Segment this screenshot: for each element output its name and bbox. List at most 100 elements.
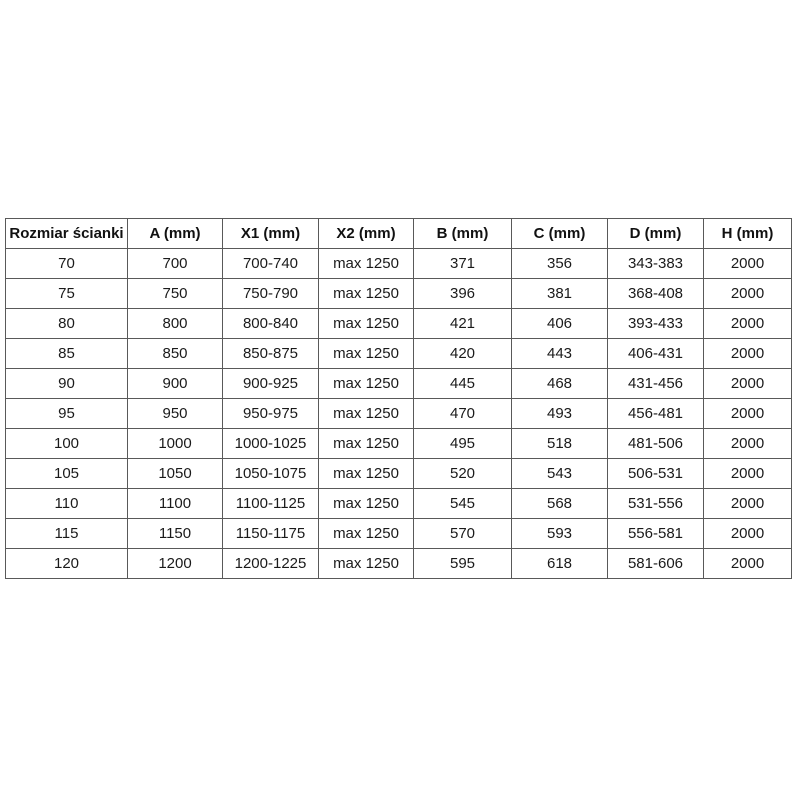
table-cell: 800-840 xyxy=(222,308,319,339)
table-cell: 356 xyxy=(511,248,608,279)
table-cell: 396 xyxy=(413,278,512,309)
table-cell: 493 xyxy=(511,398,608,429)
spec-table-head-row: Rozmiar ścianki A (mm) X1 (mm) X2 (mm) B (mm… xyxy=(5,218,792,249)
table-cell: 470 xyxy=(413,398,512,429)
table-row: 95 950 950-975 max 1250 470 493 456-481 2000 xyxy=(5,398,792,429)
table-row: 105 1050 1050-1075 max 1250 520 543 506-531 200… xyxy=(5,458,792,489)
table-cell: 1050 xyxy=(127,458,223,489)
column-header: H (mm) xyxy=(703,218,792,249)
table-cell: 1150 xyxy=(127,518,223,549)
table-cell: 800 xyxy=(127,308,223,339)
table-cell: 2000 xyxy=(703,428,792,459)
table-cell: 506-531 xyxy=(607,458,704,489)
table-cell: 120 xyxy=(5,548,128,579)
table-cell: 406 xyxy=(511,308,608,339)
column-header: Rozmiar ścianki xyxy=(5,218,128,249)
table-cell: 850-875 xyxy=(222,338,319,369)
column-header: B (mm) xyxy=(413,218,512,249)
dimensions-table: Rozmiar ścianki A (mm) X1 (mm) X2 (mm) B (mm… xyxy=(5,218,792,579)
table-cell: 531-556 xyxy=(607,488,704,519)
table-cell: 1000-1025 xyxy=(222,428,319,459)
column-header: D (mm) xyxy=(607,218,704,249)
table-cell: 2000 xyxy=(703,458,792,489)
table-cell: 2000 xyxy=(703,398,792,429)
column-header: C (mm) xyxy=(511,218,608,249)
table-cell: 2000 xyxy=(703,338,792,369)
table-row: 110 1100 1100-1125 max 1250 545 568 531-556 200… xyxy=(5,488,792,519)
table-cell: 593 xyxy=(511,518,608,549)
table-cell: 431-456 xyxy=(607,368,704,399)
table-row: 85 850 850-875 max 1250 420 443 406-431 2000 xyxy=(5,338,792,369)
table-cell: 2000 xyxy=(703,518,792,549)
table-cell: 495 xyxy=(413,428,512,459)
table-cell: 105 xyxy=(5,458,128,489)
table-cell: 443 xyxy=(511,338,608,369)
table-cell: 393-433 xyxy=(607,308,704,339)
table-cell: 1050-1075 xyxy=(222,458,319,489)
dimensions-table-container: Rozmiar ścianki A (mm) X1 (mm) X2 (mm) B (mm… xyxy=(5,218,792,579)
table-cell: max 1250 xyxy=(318,548,414,579)
spec-table-head: Rozmiar ścianki A (mm) X1 (mm) X2 (mm) B (mm… xyxy=(5,218,792,249)
table-cell: 2000 xyxy=(703,488,792,519)
table-cell: 1200 xyxy=(127,548,223,579)
table-cell: 85 xyxy=(5,338,128,369)
table-cell: 520 xyxy=(413,458,512,489)
table-row: 90 900 900-925 max 1250 445 468 431-456 2000 xyxy=(5,368,792,399)
table-cell: max 1250 xyxy=(318,278,414,309)
table-cell: 2000 xyxy=(703,278,792,309)
table-cell: 568 xyxy=(511,488,608,519)
table-cell: 950-975 xyxy=(222,398,319,429)
table-cell: 545 xyxy=(413,488,512,519)
table-cell: 2000 xyxy=(703,248,792,279)
table-cell: 543 xyxy=(511,458,608,489)
table-cell: 700-740 xyxy=(222,248,319,279)
table-cell: 80 xyxy=(5,308,128,339)
table-cell: 518 xyxy=(511,428,608,459)
table-cell: max 1250 xyxy=(318,398,414,429)
table-cell: 70 xyxy=(5,248,128,279)
table-cell: 750-790 xyxy=(222,278,319,309)
table-cell: 100 xyxy=(5,428,128,459)
table-cell: max 1250 xyxy=(318,368,414,399)
column-header: A (mm) xyxy=(127,218,223,249)
table-cell: 445 xyxy=(413,368,512,399)
table-cell: max 1250 xyxy=(318,338,414,369)
table-cell: 581-606 xyxy=(607,548,704,579)
table-cell: 110 xyxy=(5,488,128,519)
table-cell: 75 xyxy=(5,278,128,309)
table-cell: 900 xyxy=(127,368,223,399)
column-header: X1 (mm) xyxy=(222,218,319,249)
table-cell: 343-383 xyxy=(607,248,704,279)
table-row: 70 700 700-740 max 1250 371 356 343-383 2000 xyxy=(5,248,792,279)
table-row: 75 750 750-790 max 1250 396 381 368-408 2000 xyxy=(5,278,792,309)
table-cell: 556-581 xyxy=(607,518,704,549)
column-header: X2 (mm) xyxy=(318,218,414,249)
table-cell: 2000 xyxy=(703,368,792,399)
table-cell: 421 xyxy=(413,308,512,339)
table-row: 120 1200 1200-1225 max 1250 595 618 581-606 200… xyxy=(5,548,792,579)
table-cell: 406-431 xyxy=(607,338,704,369)
table-cell: 618 xyxy=(511,548,608,579)
table-cell: 1200-1225 xyxy=(222,548,319,579)
table-cell: 850 xyxy=(127,338,223,369)
table-cell: 570 xyxy=(413,518,512,549)
table-cell: 371 xyxy=(413,248,512,279)
table-cell: max 1250 xyxy=(318,518,414,549)
table-cell: 115 xyxy=(5,518,128,549)
table-row: 115 1150 1150-1175 max 1250 570 593 556-581 200… xyxy=(5,518,792,549)
table-cell: 950 xyxy=(127,398,223,429)
table-cell: 2000 xyxy=(703,308,792,339)
table-cell: 368-408 xyxy=(607,278,704,309)
table-cell: 750 xyxy=(127,278,223,309)
table-cell: 1150-1175 xyxy=(222,518,319,549)
table-cell: 2000 xyxy=(703,548,792,579)
table-cell: 468 xyxy=(511,368,608,399)
table-cell: 900-925 xyxy=(222,368,319,399)
table-cell: max 1250 xyxy=(318,308,414,339)
table-cell: 456-481 xyxy=(607,398,704,429)
table-cell: max 1250 xyxy=(318,458,414,489)
table-row: 100 1000 1000-1025 max 1250 495 518 481-506 200… xyxy=(5,428,792,459)
table-cell: 700 xyxy=(127,248,223,279)
table-cell: 1100 xyxy=(127,488,223,519)
